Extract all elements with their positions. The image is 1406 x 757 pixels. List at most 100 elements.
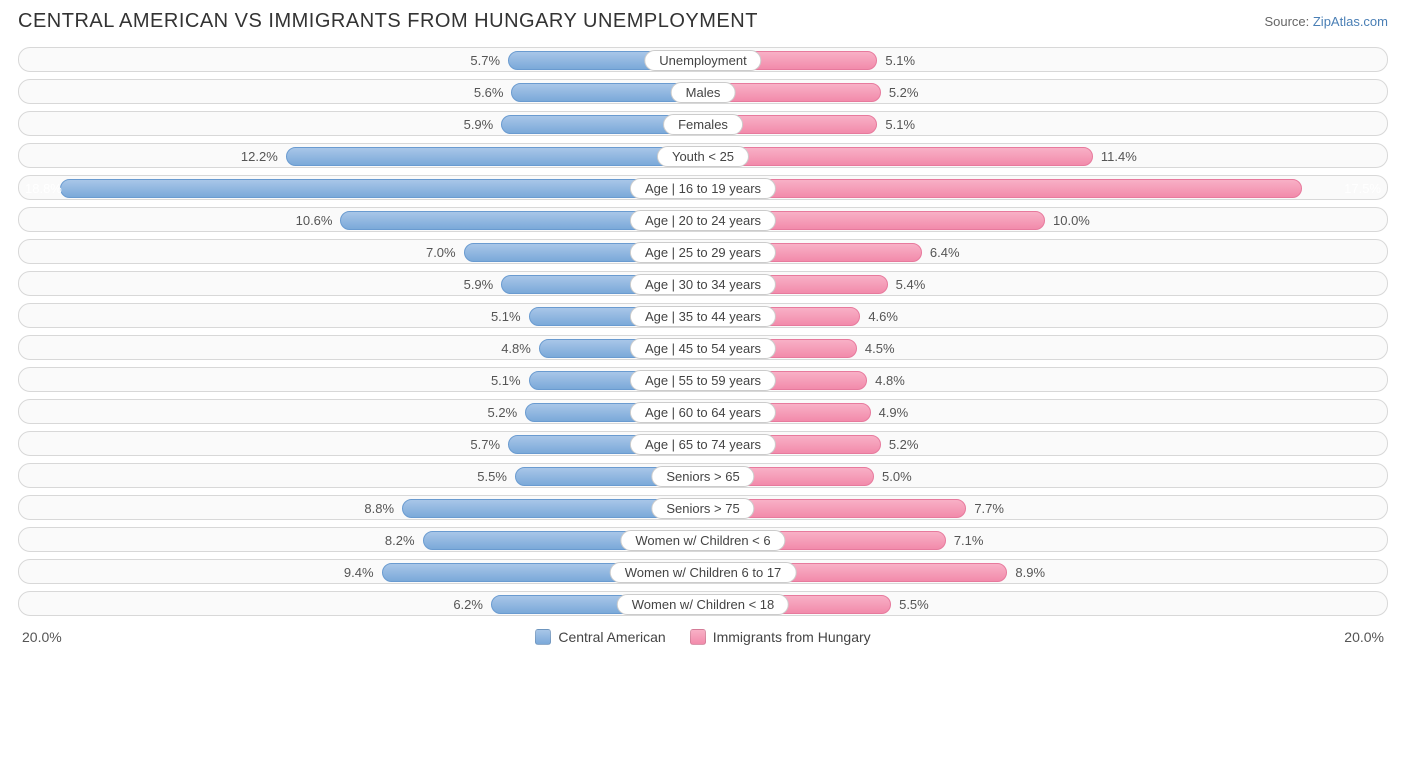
chart-row: 5.6% 5.2% Males xyxy=(18,79,1388,104)
value-right: 4.5% xyxy=(865,339,895,358)
category-label: Age | 45 to 54 years xyxy=(630,338,776,359)
value-right: 7.1% xyxy=(954,531,984,550)
chart-row: 4.8% 4.5% Age | 45 to 54 years xyxy=(18,335,1388,360)
value-left: 18.8% xyxy=(25,179,62,198)
row-background: 5.1% 4.8% Age | 55 to 59 years xyxy=(18,367,1388,392)
chart-legend: Central American Immigrants from Hungary xyxy=(535,629,870,645)
value-left: 5.2% xyxy=(488,403,518,422)
axis-left-max: 20.0% xyxy=(18,629,66,645)
value-right: 5.2% xyxy=(889,435,919,454)
category-label: Age | 20 to 24 years xyxy=(630,210,776,231)
bar-left xyxy=(286,147,703,166)
category-label: Seniors > 75 xyxy=(651,498,754,519)
category-label: Women w/ Children < 6 xyxy=(620,530,785,551)
value-right: 5.1% xyxy=(885,51,915,70)
value-right: 6.4% xyxy=(930,243,960,262)
bar-right xyxy=(703,179,1302,198)
chart-row: 5.9% 5.4% Age | 30 to 34 years xyxy=(18,271,1388,296)
chart-header: CENTRAL AMERICAN VS IMMIGRANTS FROM HUNG… xyxy=(18,10,1388,33)
value-left: 7.0% xyxy=(426,243,456,262)
chart-footer: 20.0% Central American Immigrants from H… xyxy=(18,623,1388,645)
chart-row: 5.5% 5.0% Seniors > 65 xyxy=(18,463,1388,488)
value-left: 8.8% xyxy=(364,499,394,518)
value-left: 5.1% xyxy=(491,371,521,390)
category-label: Women w/ Children 6 to 17 xyxy=(610,562,797,583)
category-label: Women w/ Children < 18 xyxy=(617,594,789,615)
chart-row: 8.8% 7.7% Seniors > 75 xyxy=(18,495,1388,520)
chart-row: 5.2% 4.9% Age | 60 to 64 years xyxy=(18,399,1388,424)
chart-title: CENTRAL AMERICAN VS IMMIGRANTS FROM HUNG… xyxy=(18,10,758,33)
value-left: 5.9% xyxy=(464,275,494,294)
value-left: 12.2% xyxy=(241,147,278,166)
value-left: 5.1% xyxy=(491,307,521,326)
row-background: 8.2%7.1%Women w/ Children < 6 xyxy=(18,527,1388,552)
value-right: 10.0% xyxy=(1053,211,1090,230)
value-right: 17.5% xyxy=(1344,179,1381,198)
category-label: Youth < 25 xyxy=(657,146,749,167)
category-label: Age | 30 to 34 years xyxy=(630,274,776,295)
row-background: 5.7% 5.2% Age | 65 to 74 years xyxy=(18,431,1388,456)
value-left: 5.6% xyxy=(474,83,504,102)
value-right: 4.9% xyxy=(879,403,909,422)
value-left: 5.7% xyxy=(470,435,500,454)
category-label: Females xyxy=(663,114,743,135)
chart-row: 12.2% 11.4% Youth < 25 xyxy=(18,143,1388,168)
chart-row: 5.9% 5.1% Females xyxy=(18,111,1388,136)
chart-row: 9.4% 8.9% Women w/ Children 6 to 17 xyxy=(18,559,1388,584)
row-background: 10.6%10.0%Age | 20 to 24 years xyxy=(18,207,1388,232)
value-left: 5.9% xyxy=(464,115,494,134)
row-background: 5.6% 5.2% Males xyxy=(18,79,1388,104)
value-right: 5.4% xyxy=(896,275,926,294)
category-label: Seniors > 65 xyxy=(651,466,754,487)
category-label: Age | 65 to 74 years xyxy=(630,434,776,455)
category-label: Males xyxy=(671,82,736,103)
chart-row: 6.2%5.5%Women w/ Children < 18 xyxy=(18,591,1388,616)
chart-row: 8.2%7.1%Women w/ Children < 6 xyxy=(18,527,1388,552)
value-right: 7.7% xyxy=(974,499,1004,518)
category-label: Age | 35 to 44 years xyxy=(630,306,776,327)
category-label: Age | 55 to 59 years xyxy=(630,370,776,391)
row-background: 7.0% 6.4% Age | 25 to 29 years xyxy=(18,239,1388,264)
row-background: 9.4% 8.9% Women w/ Children 6 to 17 xyxy=(18,559,1388,584)
chart-source: Source: ZipAtlas.com xyxy=(1264,14,1388,29)
row-background: 5.5% 5.0% Seniors > 65 xyxy=(18,463,1388,488)
diverging-bar-chart: 5.7% 5.1% Unemployment 5.6% 5.2% Males 5.9% 5.1… xyxy=(18,47,1388,616)
value-left: 5.7% xyxy=(470,51,500,70)
value-left: 6.2% xyxy=(453,595,483,614)
legend-item-right: Immigrants from Hungary xyxy=(690,629,871,645)
chart-row: 5.1% 4.6% Age | 35 to 44 years xyxy=(18,303,1388,328)
row-background: 18.8% 17.5% Age | 16 to 19 years xyxy=(18,175,1388,200)
value-right: 5.1% xyxy=(885,115,915,134)
row-background: 5.2% 4.9% Age | 60 to 64 years xyxy=(18,399,1388,424)
legend-swatch-right-icon xyxy=(690,629,706,645)
bar-right xyxy=(703,147,1093,166)
bar-left xyxy=(60,179,703,198)
value-right: 4.8% xyxy=(875,371,905,390)
value-right: 5.2% xyxy=(889,83,919,102)
value-right: 8.9% xyxy=(1015,563,1045,582)
category-label: Age | 25 to 29 years xyxy=(630,242,776,263)
chart-row: 5.7% 5.2% Age | 65 to 74 years xyxy=(18,431,1388,456)
legend-swatch-left-icon xyxy=(535,629,551,645)
value-right: 11.4% xyxy=(1101,147,1137,166)
row-background: 12.2% 11.4% Youth < 25 xyxy=(18,143,1388,168)
category-label: Unemployment xyxy=(644,50,761,71)
source-link[interactable]: ZipAtlas.com xyxy=(1313,14,1388,29)
row-background: 8.8% 7.7% Seniors > 75 xyxy=(18,495,1388,520)
axis-right-max: 20.0% xyxy=(1340,629,1388,645)
value-left: 5.5% xyxy=(477,467,507,486)
value-left: 9.4% xyxy=(344,563,374,582)
value-right: 5.0% xyxy=(882,467,912,486)
chart-row: 5.7% 5.1% Unemployment xyxy=(18,47,1388,72)
chart-row: 18.8% 17.5% Age | 16 to 19 years xyxy=(18,175,1388,200)
legend-item-left: Central American xyxy=(535,629,665,645)
category-label: Age | 16 to 19 years xyxy=(630,178,776,199)
source-prefix: Source: xyxy=(1264,14,1312,29)
category-label: Age | 60 to 64 years xyxy=(630,402,776,423)
row-background: 5.7% 5.1% Unemployment xyxy=(18,47,1388,72)
row-background: 4.8% 4.5% Age | 45 to 54 years xyxy=(18,335,1388,360)
value-left: 4.8% xyxy=(501,339,531,358)
row-background: 5.9% 5.4% Age | 30 to 34 years xyxy=(18,271,1388,296)
value-right: 4.6% xyxy=(868,307,898,326)
row-background: 6.2%5.5%Women w/ Children < 18 xyxy=(18,591,1388,616)
